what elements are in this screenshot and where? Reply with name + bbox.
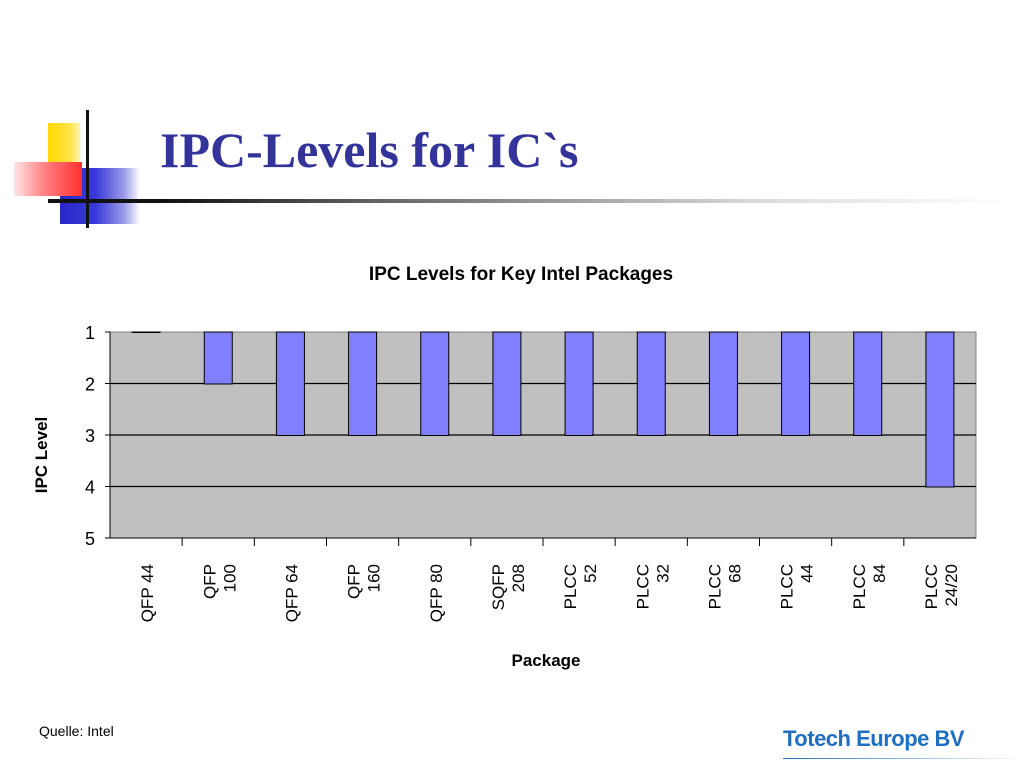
x-tick-label-group: PLCC 52 (561, 564, 600, 609)
x-tick-label: SQFP (489, 564, 508, 610)
slide-title: IPC-Levels for IC`s (160, 122, 579, 178)
x-tick-label: QFP 80 (427, 564, 446, 622)
bar-0 (131, 331, 161, 333)
x-tick-label: PLCC (922, 564, 941, 609)
x-axis: QFP 44 QFP 100 QFP 64 QFP 160 QFP 80 SQFP 208 PLC… (110, 537, 976, 622)
y-tick-label: 4 (85, 478, 95, 498)
x-tick-label-group: QFP 44 (138, 564, 157, 622)
x-tick-label: PLCC (850, 564, 869, 609)
x-tick-label-group: PLCC 68 (705, 564, 744, 609)
x-tick-label-group: QFP 80 (427, 564, 446, 622)
chart-title: IPC Levels for Key Intel Packages (369, 264, 673, 285)
x-tick-label: QFP (345, 564, 364, 599)
bar-8 (708, 331, 738, 436)
logo-vertical-line (86, 110, 89, 228)
x-tick-label: PLCC (633, 564, 652, 609)
x-tick-label: 24/20 (942, 564, 961, 607)
x-tick-label: PLCC (778, 564, 797, 609)
y-axis-label: IPC Level (32, 417, 51, 494)
bar-7 (636, 331, 666, 436)
y-axis: 1 2 3 4 5 (85, 323, 111, 549)
x-tick-label: QFP 44 (138, 564, 157, 622)
x-tick-label-group: PLCC 24/20 (922, 564, 961, 609)
gridlines (110, 382, 976, 488)
x-tick-label: 160 (365, 564, 384, 592)
x-tick-label: 52 (581, 564, 600, 583)
x-tick-label: QFP (200, 564, 219, 599)
bar-9 (781, 331, 811, 436)
x-tick-label: QFP 64 (282, 564, 301, 622)
x-tick-label: 68 (725, 564, 744, 583)
bar-4 (420, 331, 450, 436)
x-tick-label-group: QFP 160 (345, 564, 384, 599)
x-tick-label: 44 (798, 564, 817, 583)
source-note: Quelle: Intel (39, 723, 114, 739)
x-axis-label: Package (512, 651, 581, 670)
bar-2 (275, 331, 305, 436)
title-underline (48, 199, 1008, 203)
x-tick-label: PLCC (561, 564, 580, 609)
x-tick-label-group: PLCC 32 (633, 564, 672, 609)
bar-3 (348, 331, 378, 436)
x-tick-label-group: PLCC 44 (778, 564, 817, 609)
bar-1 (203, 331, 233, 385)
x-tick-label-group: QFP 100 (200, 564, 239, 599)
x-tick-label-group: SQFP 208 (489, 564, 528, 610)
y-tick-label: 2 (85, 375, 95, 395)
x-tick-label-group: PLCC 84 (850, 564, 889, 609)
bar-11 (925, 331, 955, 488)
x-tick-label: 32 (653, 564, 672, 583)
x-tick-label: 100 (220, 564, 239, 592)
x-tick-label: 208 (509, 564, 528, 592)
bar-10 (853, 331, 883, 436)
x-tick-label-group: QFP 64 (282, 564, 301, 622)
x-tick-label: PLCC (705, 564, 724, 609)
y-tick-label: 1 (85, 323, 95, 343)
x-tick-label: 84 (870, 564, 889, 583)
logo-red-bar (14, 162, 82, 196)
bars (131, 331, 955, 488)
bar-5 (492, 331, 522, 436)
company-name: Totech Europe BV (783, 726, 965, 751)
y-tick-label: 3 (85, 426, 95, 446)
y-tick-label: 5 (85, 529, 95, 549)
bar-6 (564, 331, 594, 436)
logo-yellow-square (48, 123, 80, 163)
company-underline (783, 758, 1024, 759)
